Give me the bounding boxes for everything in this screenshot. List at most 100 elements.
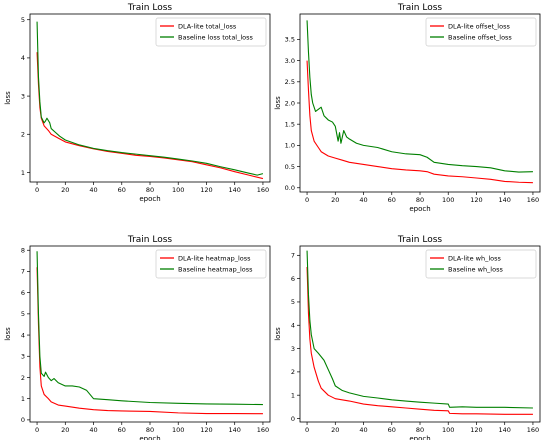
y-axis-label: loss (274, 327, 282, 341)
x-tick-label: 20 (331, 426, 339, 434)
y-tick-label: 2 (21, 131, 25, 139)
x-tick-label: 60 (118, 426, 126, 434)
series-line-1 (36, 52, 264, 180)
x-tick-label: 140 (498, 426, 510, 434)
y-tick-label: 6 (21, 289, 25, 297)
y-axis-label: loss (274, 96, 282, 110)
chart-title: Train Loss (397, 235, 443, 245)
x-tick-label: 100 (172, 426, 184, 434)
legend-label-2: Baseline wh_loss (448, 265, 503, 273)
series-line-1 (36, 267, 263, 415)
series-group (306, 20, 533, 184)
series-group (306, 250, 533, 415)
x-tick-label: 40 (359, 196, 367, 204)
legend-label-2: Baseline offset_loss (448, 33, 512, 41)
y-tick-label: 1.0 (285, 142, 295, 150)
y-tick-label: 5 (291, 298, 295, 306)
chart-title: Train Loss (127, 235, 173, 245)
y-tick-label: 5 (21, 310, 25, 318)
x-tick-label: 40 (89, 186, 97, 194)
x-tick-label: 120 (470, 196, 482, 204)
x-tick-label: 100 (172, 186, 184, 194)
x-tick-label: 160 (527, 196, 539, 204)
x-tick-label: 140 (498, 196, 510, 204)
y-tick-label: 3.5 (285, 36, 295, 44)
legend-label-1: DLA-lite total_loss (178, 22, 237, 30)
legend-box (155, 249, 267, 279)
series-line-2 (306, 250, 533, 409)
x-tick-label: 100 (442, 426, 454, 434)
x-tick-label: 80 (416, 196, 424, 204)
y-tick-label: 2 (291, 368, 295, 376)
y-tick-label: 3 (291, 345, 295, 353)
chart-title: Train Loss (397, 3, 443, 13)
y-tick-label: 3 (21, 92, 25, 100)
x-tick-label: 40 (89, 426, 97, 434)
y-tick-label: 0.5 (285, 163, 295, 171)
x-tick-label: 20 (61, 186, 69, 194)
y-tick-label: 2.5 (285, 78, 295, 86)
x-tick-label: 0 (305, 196, 309, 204)
x-tick-label: 40 (359, 426, 367, 434)
series-line-1 (306, 266, 533, 415)
chart-2: Train Loss 0 20 40 60 80 100 120 140 160 0.0 0.5 1.0… (274, 3, 541, 213)
x-tick-label: 60 (388, 426, 396, 434)
legend: DLA-lite offset_loss Baseline offset_loss (425, 17, 537, 47)
x-tick-label: 20 (61, 426, 69, 434)
legend: DLA-lite heatmap_loss Baseline heatmap_lo… (155, 249, 267, 279)
y-tick-label: 1 (21, 169, 25, 177)
x-tick-label: 60 (118, 186, 126, 194)
legend-box (425, 17, 537, 47)
series-line-2 (306, 20, 533, 173)
y-tick-label: 0 (291, 415, 295, 423)
y-tick-label: 2.0 (285, 99, 295, 107)
y-tick-label: 1 (21, 395, 25, 403)
x-tick-label: 120 (200, 186, 212, 194)
x-tick-label: 80 (146, 426, 154, 434)
x-tick-label: 120 (200, 426, 212, 434)
y-tick-label: 1 (291, 391, 295, 399)
legend: DLA-lite wh_loss Baseline wh_loss (425, 249, 537, 279)
legend-label-2: Baseline loss total_loss (178, 33, 254, 41)
y-tick-label: 7 (291, 252, 295, 260)
series-line-2 (36, 21, 264, 176)
x-tick-label: 0 (305, 426, 309, 434)
y-tick-label: 4 (21, 331, 25, 339)
y-tick-label: 2 (21, 374, 25, 382)
y-axis-label: loss (4, 91, 12, 105)
legend: DLA-lite total_loss Baseline loss total_l… (155, 17, 267, 47)
legend-label-2: Baseline heatmap_loss (178, 265, 253, 273)
y-tick-label: 1.5 (285, 120, 295, 128)
series-group (36, 21, 264, 180)
y-tick-label: 4 (291, 322, 295, 330)
y-tick-label: 8 (21, 247, 25, 255)
y-tick-label: 5 (21, 16, 25, 24)
x-axis-label: epoch (139, 435, 160, 440)
x-axis-label: epoch (409, 435, 430, 440)
legend-box (155, 17, 267, 47)
x-tick-label: 160 (257, 186, 269, 194)
y-axis-label: loss (4, 327, 12, 341)
x-tick-label: 100 (442, 196, 454, 204)
y-tick-label: 0 (21, 416, 25, 424)
x-axis-label: epoch (139, 195, 160, 203)
x-tick-label: 60 (388, 196, 396, 204)
x-tick-label: 160 (527, 426, 539, 434)
chart-4: Train Loss 0 20 40 60 80 100 120 140 160 0 1 2 3 4 5 6 7 e… (274, 235, 541, 440)
y-tick-label: 3.0 (285, 57, 295, 65)
x-tick-label: 160 (257, 426, 269, 434)
chart-1: Train Loss 0 20 40 60 80 100 120 140 160 1 2 3 4 5 epoc… (4, 3, 271, 203)
x-tick-label: 80 (416, 426, 424, 434)
legend-box (425, 249, 537, 279)
x-tick-label: 120 (470, 426, 482, 434)
chart-title: Train Loss (127, 3, 173, 13)
y-tick-label: 3 (21, 353, 25, 361)
legend-label-1: DLA-lite heatmap_loss (178, 254, 251, 262)
legend-label-1: DLA-lite offset_loss (448, 22, 510, 30)
x-tick-label: 140 (228, 426, 240, 434)
y-tick-label: 4 (21, 54, 25, 62)
x-tick-label: 0 (35, 186, 39, 194)
x-tick-label: 0 (35, 426, 39, 434)
series-group (36, 251, 263, 415)
